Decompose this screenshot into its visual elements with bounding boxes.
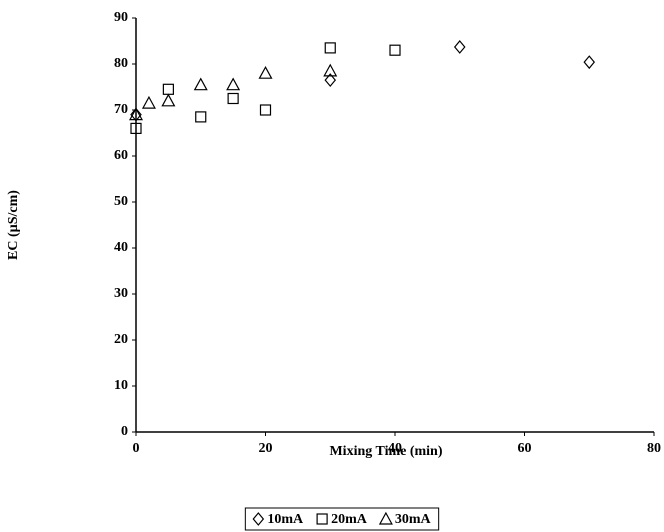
- marker-triangle: [227, 79, 239, 90]
- y-tick-label: 10: [114, 378, 128, 393]
- y-tick-label: 40: [114, 240, 128, 255]
- x-tick-label: 20: [259, 441, 273, 456]
- y-tick-label: 0: [121, 424, 128, 439]
- marker-triangle: [195, 79, 207, 90]
- y-tick-label: 80: [114, 56, 128, 71]
- legend-label: 10mA: [267, 512, 304, 527]
- marker-diamond: [455, 41, 465, 53]
- marker-triangle: [162, 95, 174, 106]
- x-tick-label: 80: [647, 441, 661, 456]
- marker-square: [325, 43, 335, 53]
- y-tick-label: 20: [114, 332, 128, 347]
- y-tick-label: 60: [114, 148, 128, 163]
- marker-square: [390, 45, 400, 55]
- legend-label: 30mA: [395, 512, 432, 527]
- legend-label: 20mA: [331, 512, 368, 527]
- y-tick-label: 50: [114, 194, 128, 209]
- y-tick-label: 30: [114, 286, 128, 301]
- chart: Mixing Time (min) EC (µS/cm) 0 10 20 30 40 50…: [0, 0, 664, 532]
- marker-triangle: [260, 67, 272, 78]
- marker-square: [196, 112, 206, 122]
- x-tick-label: 60: [518, 441, 532, 456]
- y-tick-label: 70: [114, 102, 128, 117]
- y-axis-label: EC (µS/cm): [6, 190, 21, 260]
- marker-square: [261, 105, 271, 115]
- marker-square: [228, 94, 238, 104]
- marker-square: [163, 84, 173, 94]
- marker-triangle: [143, 97, 155, 108]
- x-tick-label: 0: [133, 441, 140, 456]
- marker-diamond: [584, 56, 594, 68]
- x-axis-label: Mixing Time (min): [329, 444, 442, 459]
- x-tick-label: 40: [388, 441, 402, 456]
- y-tick-label: 90: [114, 10, 128, 25]
- legend: 10mA 20mA 30mA: [245, 508, 438, 530]
